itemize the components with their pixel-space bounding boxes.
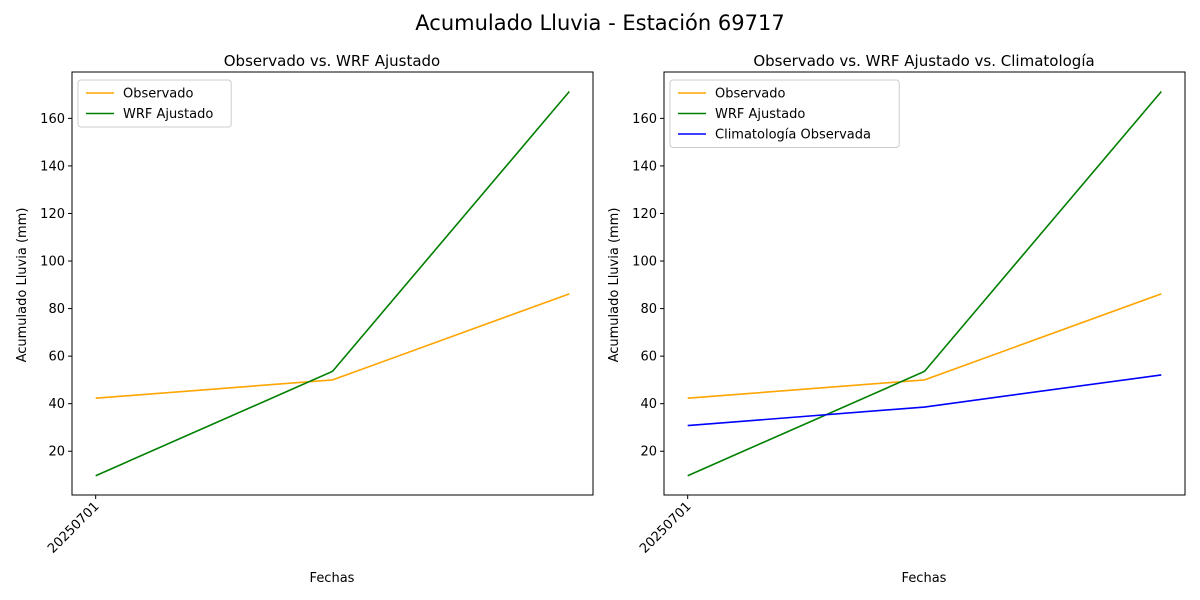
left-y-tick-label: 20: [48, 445, 65, 460]
chart-right-frame: [663, 71, 1186, 496]
right-legend-label-climatologia-observada: Climatología Observada: [715, 128, 871, 143]
chart-right-xlabel: Fechas: [902, 571, 947, 586]
left-y-tick-label: 60: [48, 350, 65, 365]
left-y-tick-label: 140: [40, 159, 65, 174]
chart-right-ylabel: Acumulado Lluvia (mm): [607, 208, 622, 363]
chart-left: Observado vs. WRF Ajustado Fechas Acumul…: [15, 52, 594, 586]
chart-right: Observado vs. WRF Ajustado vs. Climatolo…: [607, 52, 1186, 586]
chart-left-title: Observado vs. WRF Ajustado: [224, 52, 440, 70]
right-x-tick-label: 20250701: [637, 499, 694, 556]
left-legend-box: [77, 79, 232, 128]
chart-left-marks: 20 40 60 80 100 120 140 160 20250701: [40, 90, 570, 557]
chart-right-legend: Observado WRF Ajustado Climatología Observ…: [669, 79, 900, 148]
right-y-tick-label: 60: [640, 350, 657, 365]
right-series-line-observado: [687, 293, 1162, 400]
left-series-line-observado: [95, 293, 570, 400]
right-legend-label-wrf-ajustado: WRF Ajustado: [715, 107, 805, 122]
right-y-tick-label: 120: [632, 207, 657, 222]
chart-left-ylabel: Acumulado Lluvia (mm): [15, 208, 30, 363]
right-y-tick-label: 80: [640, 302, 657, 317]
chart-left-frame: [71, 71, 594, 496]
right-y-tick-label: 40: [640, 397, 657, 412]
right-legend-box: [669, 79, 900, 148]
left-legend-label-observado: Observado: [123, 87, 194, 102]
chart-right-title: Observado vs. WRF Ajustado vs. Climatolo…: [753, 52, 1094, 70]
left-y-tick-label: 120: [40, 207, 65, 222]
right-series-line-climatologia-observada: [687, 374, 1162, 427]
left-y-tick-label: 100: [40, 255, 65, 270]
right-y-tick-label: 160: [632, 112, 657, 127]
right-y-tick-label: 140: [632, 159, 657, 174]
left-x-tick-label: 20250701: [45, 499, 102, 556]
left-y-tick-label: 160: [40, 112, 65, 127]
right-series-line-wrf-ajustado: [687, 90, 1162, 477]
figure-title: Acumulado Lluvia - Estación 69717: [415, 11, 784, 35]
right-y-tick-label: 100: [632, 255, 657, 270]
left-series-line-wrf-ajustado: [95, 90, 570, 477]
right-legend-label-observado: Observado: [715, 87, 786, 102]
left-legend-label-wrf-ajustado: WRF Ajustado: [123, 107, 213, 122]
left-y-tick-label: 80: [48, 302, 65, 317]
chart-right-marks: 20 40 60 80 100 120 140 160 20250701: [632, 90, 1162, 557]
chart-left-xlabel: Fechas: [310, 571, 355, 586]
left-y-tick-label: 40: [48, 397, 65, 412]
chart-left-legend: Observado WRF Ajustado: [77, 79, 232, 128]
right-y-tick-label: 20: [640, 445, 657, 460]
